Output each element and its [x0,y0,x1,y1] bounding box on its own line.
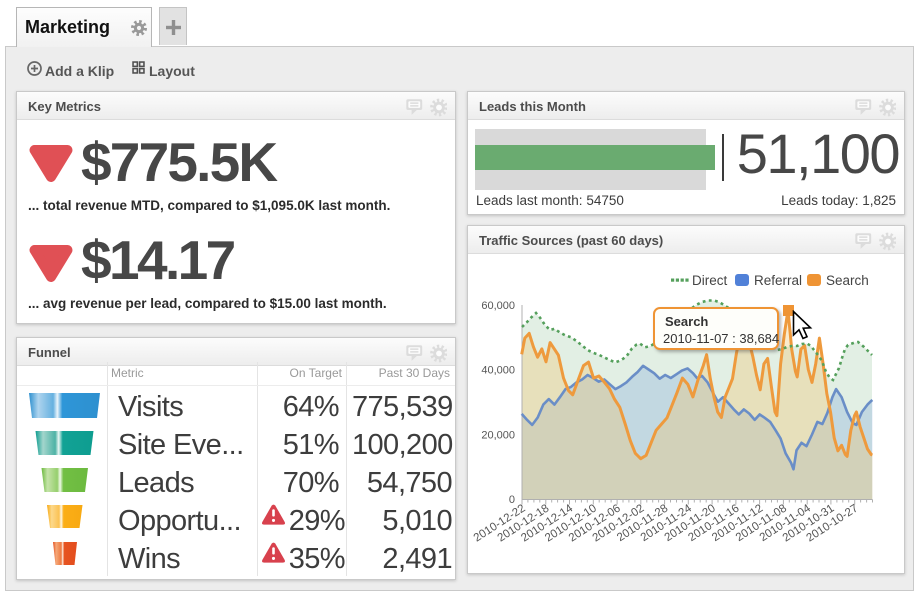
svg-text:Referral: Referral [754,273,802,288]
svg-text:0: 0 [509,494,515,506]
svg-text:60,000: 60,000 [481,300,515,312]
svg-text:Direct: Direct [692,273,728,288]
svg-text:40,000: 40,000 [481,365,515,377]
svg-text:Search: Search [826,273,869,288]
svg-text:20,000: 20,000 [481,429,515,441]
